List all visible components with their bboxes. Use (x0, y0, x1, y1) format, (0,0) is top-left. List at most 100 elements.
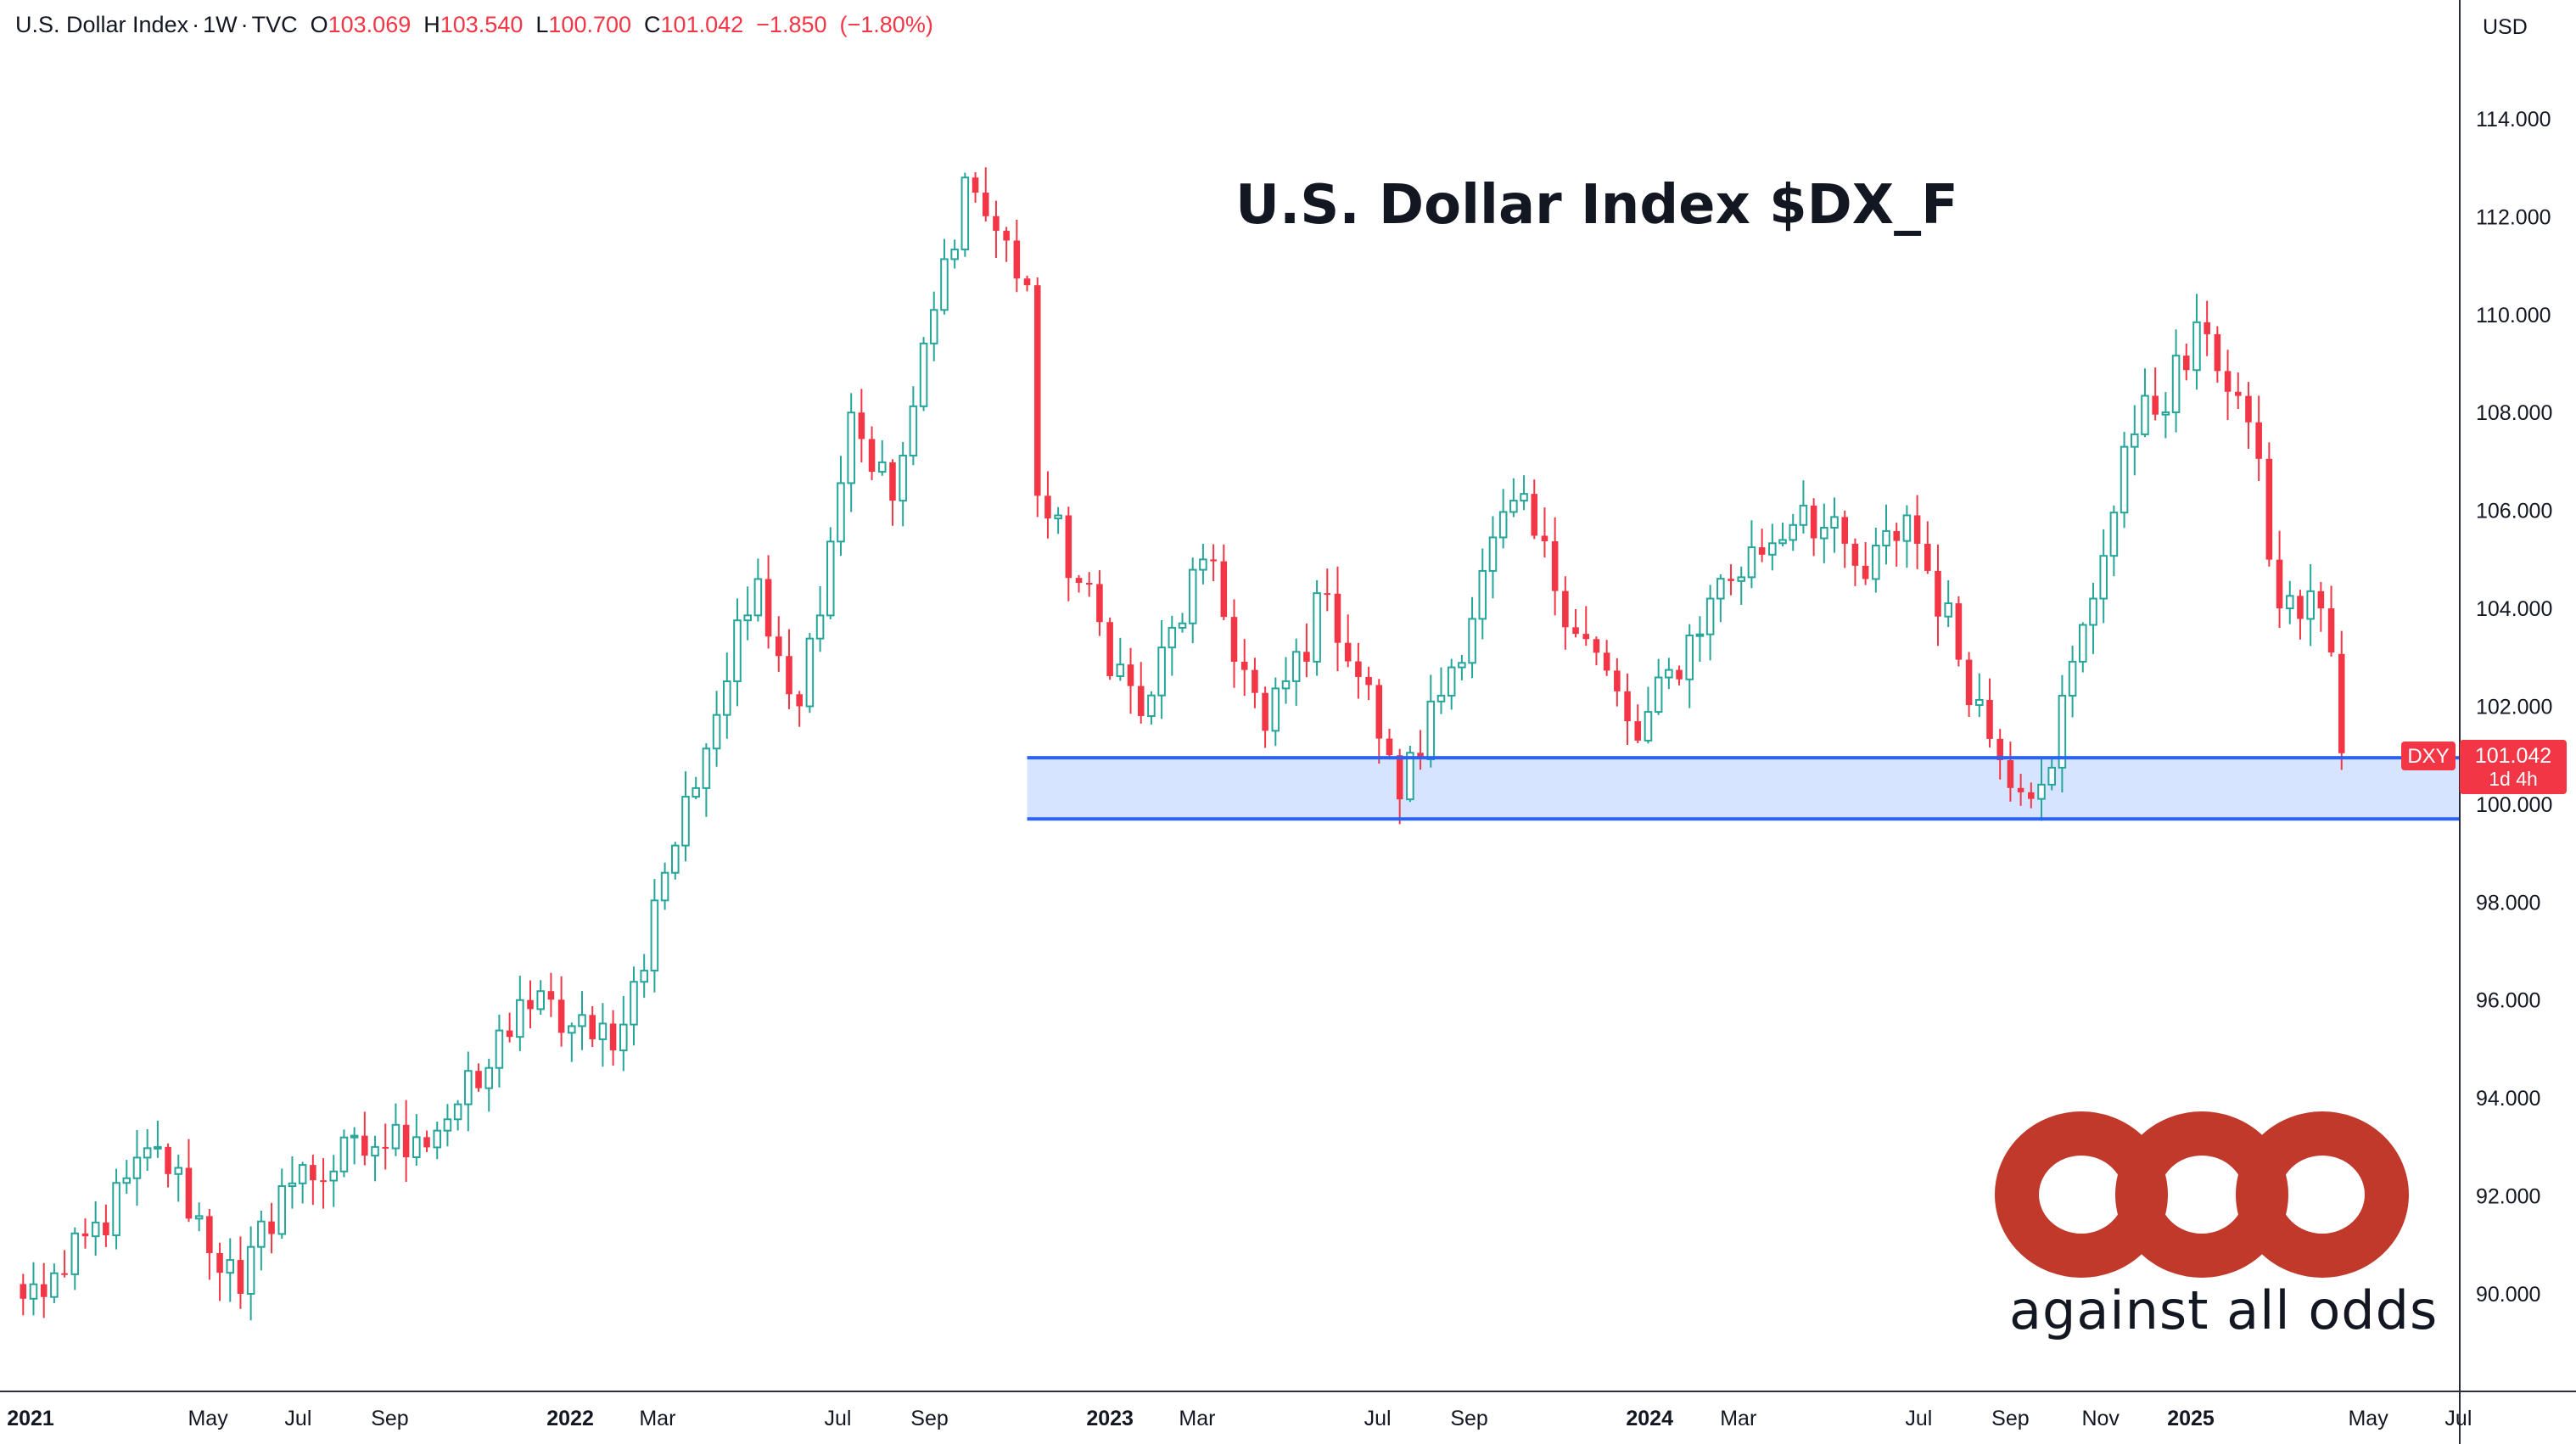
candle (1810, 498, 1817, 557)
candle-body (402, 1124, 410, 1157)
candle (527, 980, 534, 1029)
candle (786, 629, 792, 709)
time-tick-label: Nov (2081, 1407, 2120, 1430)
close-value: 101.042 (660, 12, 744, 37)
candle (578, 991, 586, 1050)
candle (1054, 507, 1062, 535)
candle-body (206, 1216, 213, 1253)
candle-body (837, 482, 845, 543)
currency-label[interactable]: USD (2483, 15, 2528, 39)
candle-body (2130, 433, 2139, 448)
candle (464, 1051, 473, 1132)
time-tick-label: Mar (639, 1407, 675, 1430)
candle-body (805, 637, 815, 708)
time-axis[interactable]: 2021 May Jul Sep 2022 Mar Jul Sep 2023 Mar Jul Sep 2… (7, 1407, 2472, 1430)
candle (103, 1204, 109, 1247)
candle-body (329, 1170, 339, 1182)
candle (475, 1063, 482, 1092)
candle-body (1220, 561, 1228, 618)
candle (81, 1218, 89, 1249)
candle (382, 1123, 389, 1170)
candle-body (2089, 597, 2097, 626)
candle-body (2047, 766, 2056, 786)
candle (1758, 529, 1766, 562)
candle-body (2161, 411, 2170, 416)
candle-body (1188, 568, 1197, 624)
logo-ring-3 (2236, 1111, 2409, 1278)
candle-body (2306, 590, 2315, 620)
candle (796, 691, 803, 727)
candle (1033, 277, 1041, 518)
candle (1447, 658, 1456, 710)
candle (2327, 585, 2335, 657)
candle-body (919, 342, 928, 407)
candle (246, 1226, 255, 1321)
candle-body (1862, 565, 1869, 579)
candle-body (2099, 555, 2108, 600)
candle (310, 1155, 316, 1206)
candle (371, 1135, 379, 1182)
candle (702, 743, 711, 817)
candle-body (1944, 602, 1952, 618)
candle-body (1634, 721, 1642, 741)
candle-body (702, 747, 711, 789)
candle-body (29, 1283, 38, 1300)
candle-body (1603, 652, 1610, 671)
price-axis[interactable]: 90.000 92.000 94.000 96.000 98.000 100.000 102… (2476, 108, 2552, 1307)
candle (2099, 529, 2108, 624)
candle (185, 1139, 193, 1223)
candle (858, 389, 865, 462)
candle (2058, 674, 2067, 793)
candle-body (2327, 608, 2335, 653)
candle (1705, 585, 1715, 661)
candle-body (1210, 559, 1217, 562)
candle-body (1758, 547, 1766, 555)
candle (1747, 520, 1756, 589)
price-tick-label: 108.000 (2476, 401, 2552, 425)
candle (226, 1238, 235, 1302)
candle-body (2204, 322, 2210, 334)
candle-body (1768, 542, 1777, 556)
candle (1654, 658, 1663, 715)
candle-body (61, 1273, 68, 1275)
candle-body (2037, 783, 2046, 800)
candle (402, 1100, 410, 1183)
candle (2068, 646, 2077, 718)
candle-body (1654, 676, 1663, 714)
candle (877, 440, 887, 476)
candle (1324, 568, 1331, 612)
candle (1291, 638, 1301, 706)
candle-body (1541, 535, 1548, 541)
price-label-box (2460, 740, 2567, 794)
candle (609, 1010, 617, 1066)
candle-body (1365, 676, 1372, 686)
candle (753, 558, 763, 622)
candle (1624, 673, 1631, 746)
candle (1531, 479, 1538, 540)
candle-body (277, 1185, 287, 1235)
candle (2109, 505, 2119, 577)
candle (1188, 557, 1197, 644)
candle (1468, 596, 1476, 679)
price-label: 101.042 (2475, 744, 2551, 768)
candle-body (350, 1134, 359, 1139)
candle (257, 1211, 266, 1271)
candle (516, 976, 524, 1051)
candle-body (237, 1260, 244, 1294)
candle (547, 972, 555, 1017)
price-tick-label: 96.000 (2476, 989, 2540, 1013)
candle-body (1137, 686, 1145, 717)
candle-body (484, 1066, 494, 1089)
candle-body (382, 1146, 389, 1149)
candle-body (1728, 579, 1734, 581)
candle-body (1054, 514, 1062, 520)
candle-body (371, 1145, 379, 1157)
candle (2214, 326, 2221, 383)
symbol-legend[interactable]: U.S. Dollar Index · 1W · TVC O103.069 H103.5… (15, 12, 933, 37)
candle (2028, 782, 2035, 809)
candle (433, 1122, 442, 1160)
candle-body (2068, 660, 2077, 697)
candle (899, 442, 907, 527)
candle (1955, 596, 1963, 667)
